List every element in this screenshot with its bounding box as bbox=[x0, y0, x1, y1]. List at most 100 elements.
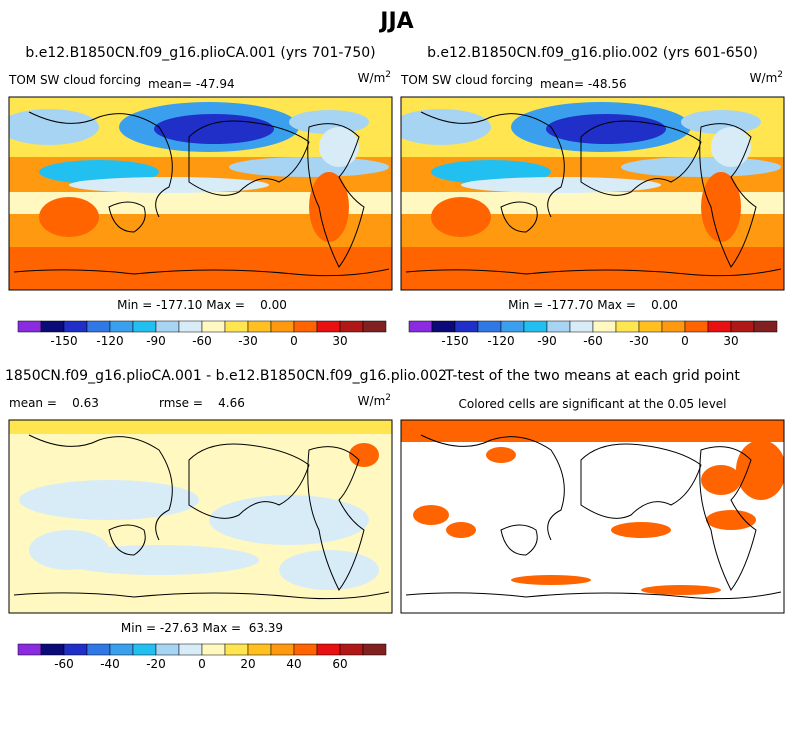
coastline bbox=[699, 123, 757, 268]
map-panel bbox=[8, 96, 393, 291]
colorbar-stats: Min = -27.63 Max = 63.39 bbox=[121, 621, 283, 635]
colorbar-box bbox=[316, 643, 341, 656]
cloud-forcing-area bbox=[69, 177, 269, 193]
panel-mean: rmse = 4.66 bbox=[159, 396, 245, 410]
coastline bbox=[699, 446, 757, 591]
difference-area bbox=[59, 545, 259, 575]
cloud-forcing-area bbox=[701, 172, 741, 242]
coastline bbox=[580, 120, 702, 196]
colorbar-stats: Min = -177.70 Max = 0.00 bbox=[508, 298, 678, 312]
colorbar-box bbox=[63, 643, 88, 656]
colorbar-box bbox=[316, 320, 341, 333]
colorbar-box bbox=[638, 320, 663, 333]
map-panel bbox=[8, 419, 393, 614]
map bbox=[401, 420, 784, 613]
units: W/m2 bbox=[750, 70, 783, 85]
colorbar-label: -120 bbox=[96, 334, 123, 348]
colorbar-label: -60 bbox=[583, 334, 603, 348]
cloud-forcing-area bbox=[39, 197, 99, 237]
difference-area bbox=[279, 550, 379, 590]
colorbar-box bbox=[569, 320, 594, 333]
colorbar-label: 20 bbox=[240, 657, 255, 671]
units-text: W/m bbox=[750, 71, 778, 85]
panel-title: T-test of the two means at each grid poi… bbox=[444, 368, 740, 384]
coastline bbox=[13, 591, 390, 600]
panel-mean: mean= -48.56 bbox=[540, 77, 627, 91]
colorbar-label: -60 bbox=[54, 657, 74, 671]
significant-area bbox=[413, 505, 449, 525]
panel-label: TOM SW cloud forcing bbox=[8, 73, 141, 87]
figure-title: JJA bbox=[378, 9, 413, 34]
significant-area bbox=[701, 465, 741, 495]
cloud-forcing-area bbox=[9, 109, 99, 145]
cloud-forcing-area bbox=[546, 114, 666, 144]
coastline bbox=[188, 120, 310, 196]
coastline bbox=[307, 446, 365, 591]
map-frame bbox=[8, 96, 393, 291]
coastline bbox=[420, 434, 565, 541]
colorbar-box bbox=[707, 320, 732, 333]
units-exponent: 2 bbox=[777, 70, 783, 80]
colorbar-box bbox=[408, 320, 433, 333]
colorbar-box bbox=[477, 320, 502, 333]
colorbar-label: -90 bbox=[146, 334, 166, 348]
colorbar-box bbox=[753, 320, 778, 333]
significant-area bbox=[641, 585, 721, 595]
colorbar-box bbox=[224, 320, 249, 333]
significant-area bbox=[486, 447, 516, 463]
colorbar-label: -60 bbox=[192, 334, 212, 348]
colorbar-stats: Min = -177.10 Max = 0.00 bbox=[117, 298, 287, 312]
panel-title: b.e12.B1850CN.f09_g16.plio.002 (yrs 601-… bbox=[427, 45, 758, 61]
colorbar-box bbox=[661, 320, 686, 333]
colorbar-box bbox=[109, 320, 134, 333]
cloud-forcing-area bbox=[154, 114, 274, 144]
colorbar-box bbox=[63, 320, 88, 333]
colorbar-box bbox=[224, 643, 249, 656]
colorbar-label: 60 bbox=[332, 657, 347, 671]
colorbar-label: 40 bbox=[286, 657, 301, 671]
map-fill bbox=[401, 420, 784, 442]
colorbar-label: 0 bbox=[681, 334, 689, 348]
colorbar-box bbox=[293, 320, 318, 333]
cloud-forcing-area bbox=[309, 172, 349, 242]
cloud-forcing-area bbox=[711, 127, 751, 167]
map-frame bbox=[400, 419, 785, 614]
units-text: W/m bbox=[358, 394, 386, 408]
colorbar-box bbox=[40, 320, 65, 333]
panel-label: mean = 0.63 bbox=[9, 396, 99, 410]
coastline bbox=[420, 111, 565, 218]
colorbar-box bbox=[201, 643, 226, 656]
panel-label: TOM SW cloud forcing bbox=[400, 73, 533, 87]
colorbar-box bbox=[431, 320, 456, 333]
colorbar-box bbox=[615, 320, 640, 333]
map-fill bbox=[401, 247, 784, 290]
colorbar-box bbox=[132, 320, 157, 333]
units-exponent: 2 bbox=[385, 393, 391, 403]
units: W/m2 bbox=[358, 70, 391, 85]
colorbar-box bbox=[247, 320, 272, 333]
coastline bbox=[405, 591, 782, 600]
colorbar-box bbox=[178, 643, 203, 656]
colorbar-box bbox=[270, 643, 295, 656]
colorbar-box bbox=[592, 320, 617, 333]
coastline bbox=[28, 434, 173, 541]
difference-area bbox=[349, 443, 379, 467]
map-fill bbox=[401, 192, 784, 214]
colorbar-box bbox=[339, 643, 364, 656]
map-frame bbox=[400, 96, 785, 291]
units-text: W/m bbox=[358, 71, 386, 85]
colorbar-box bbox=[362, 320, 387, 333]
coastline bbox=[108, 524, 146, 556]
panel-title: b.e12.B1850CN.f09_g16.plioCA.001 (yrs 70… bbox=[25, 45, 375, 61]
coastline bbox=[188, 443, 310, 519]
cloud-forcing-area bbox=[461, 177, 661, 193]
map bbox=[9, 420, 392, 613]
colorbar-label: -40 bbox=[100, 657, 120, 671]
map-fill bbox=[9, 420, 392, 434]
cloud-forcing-area bbox=[319, 127, 359, 167]
colorbar-box bbox=[454, 320, 479, 333]
significant-area bbox=[511, 575, 591, 585]
colorbar-box bbox=[730, 320, 755, 333]
colorbar-label: -120 bbox=[487, 334, 514, 348]
